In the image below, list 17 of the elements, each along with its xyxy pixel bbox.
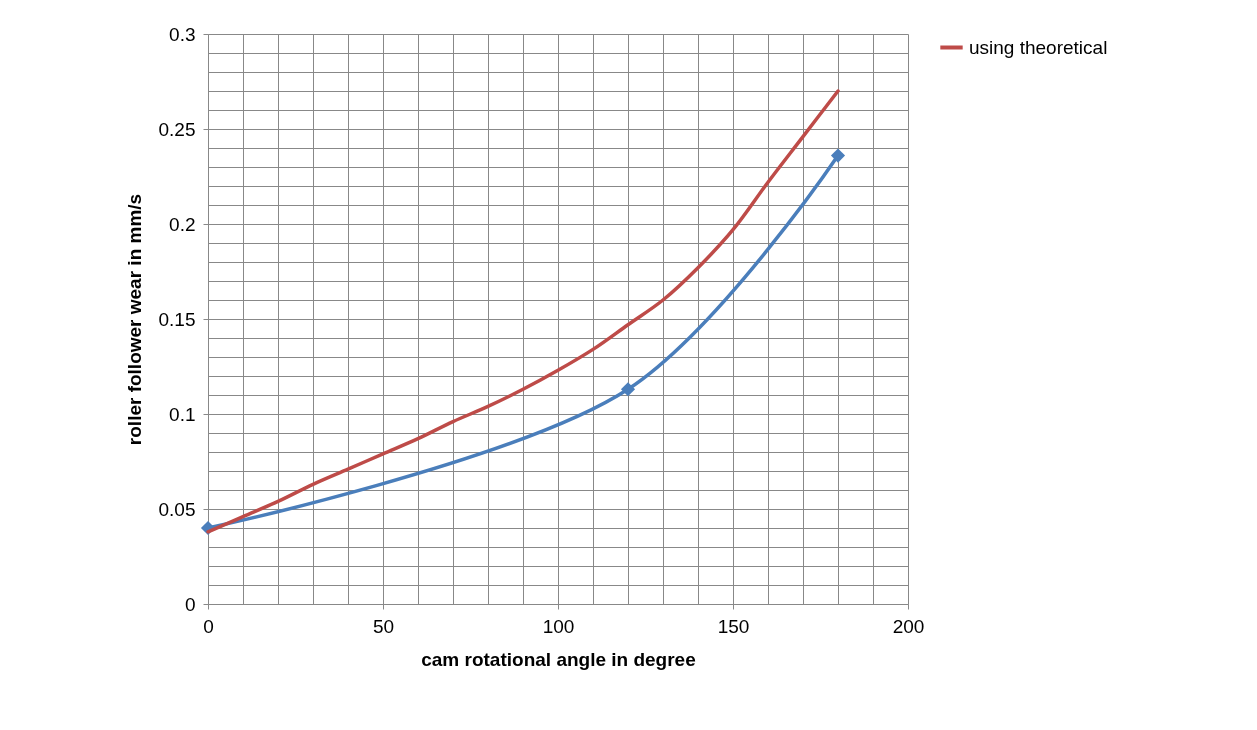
y-tick-label: 0.05 xyxy=(158,498,196,520)
x-tick-label: 0 xyxy=(203,615,214,637)
x-tick-label: 200 xyxy=(892,615,925,637)
y-tick-label: 0.25 xyxy=(158,118,196,140)
y-tick-label: 0.2 xyxy=(169,213,196,235)
x-axis-title: cam rotational angle in degree xyxy=(421,648,696,670)
point xyxy=(620,382,636,397)
y-axis-title: roller follower wear in mm/s xyxy=(123,193,145,446)
x-tick-label: 150 xyxy=(717,615,750,637)
point xyxy=(830,148,846,163)
x-tick-label: 100 xyxy=(542,615,575,637)
legend-label: using theoretical xyxy=(969,36,1108,58)
x-tick-label: 50 xyxy=(372,615,395,637)
y-tick-label: 0.1 xyxy=(169,403,196,425)
y-tick-label: 0 xyxy=(184,593,196,615)
y-tick-label: 0.3 xyxy=(169,23,196,45)
y-tick-label: 0.15 xyxy=(158,308,196,330)
